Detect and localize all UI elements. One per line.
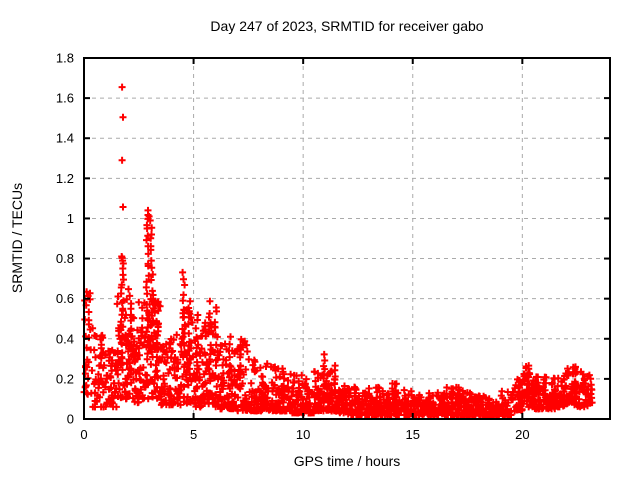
y-tick-label: 1.8	[56, 51, 74, 66]
y-tick-label: 0	[67, 412, 74, 427]
y-tick-label: 1.2	[56, 171, 74, 186]
x-tick-label: 20	[515, 427, 529, 442]
x-axis-label: GPS time / hours	[294, 453, 401, 469]
y-tick-label: 0.6	[56, 291, 74, 306]
y-tick-label: 1	[67, 211, 74, 226]
x-tick-label: 15	[406, 427, 420, 442]
scatter-points-path	[80, 83, 596, 420]
y-tick-label: 0.2	[56, 371, 74, 386]
chart-title: Day 247 of 2023, SRMTID for receiver gab…	[210, 18, 483, 34]
y-tick-label: 1.4	[56, 131, 74, 146]
plot-border	[83, 57, 611, 420]
y-tick-label: 0.8	[56, 251, 74, 266]
x-tick-label: 0	[80, 427, 87, 442]
y-tick-label: 1.6	[56, 91, 74, 106]
x-tick-labels: 0 5 10 15 20	[80, 427, 529, 442]
y-tick-labels: 0 0.2 0.4 0.6 0.8 1 1.2 1.4 1.6 1.8	[56, 51, 74, 427]
data-points	[80, 83, 596, 420]
x-tick-label: 10	[296, 427, 310, 442]
y-axis-label: SRMTID / TECUs	[9, 183, 25, 293]
x-tick-label: 5	[190, 427, 197, 442]
y-tick-label: 0.4	[56, 331, 74, 346]
